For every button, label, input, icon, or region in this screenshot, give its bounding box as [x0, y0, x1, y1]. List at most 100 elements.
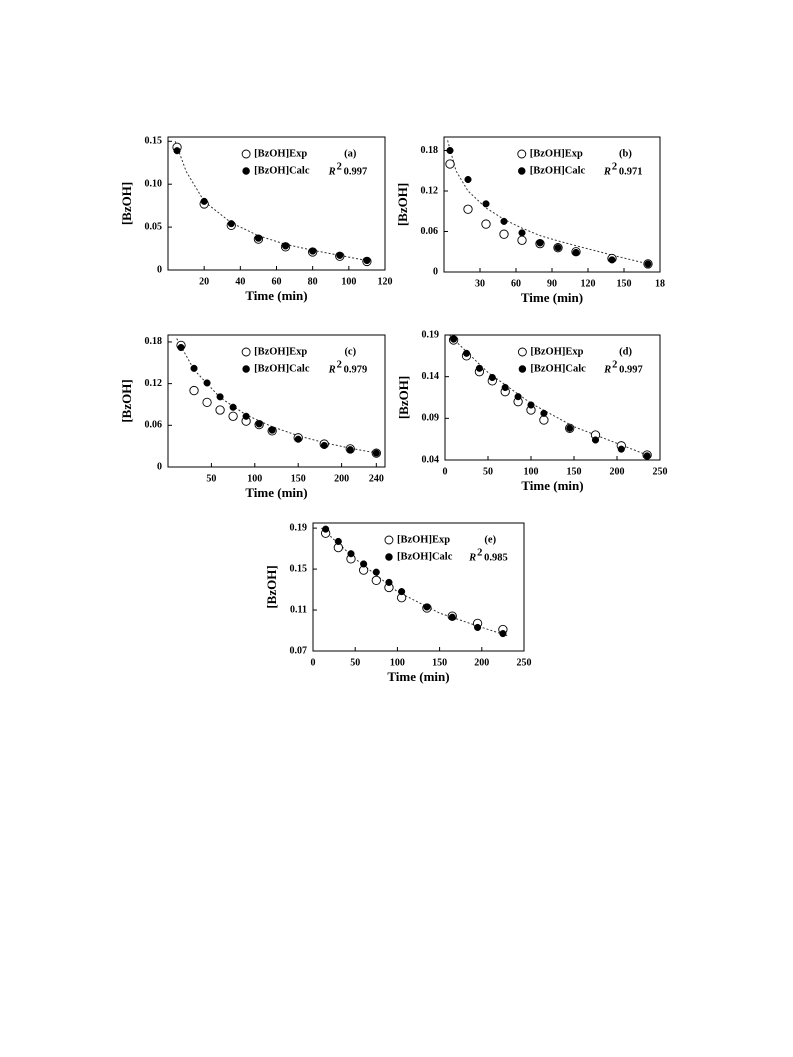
y-tick-label: 0.12: [145, 378, 163, 389]
y-axis-label: [BzOH]: [264, 565, 279, 608]
y-tick-label: 0.19: [422, 329, 440, 340]
data-point: [336, 251, 344, 259]
x-tick-label: 150: [291, 473, 306, 484]
x-tick-label: 100: [247, 473, 262, 484]
y-tick-label: 0.09: [422, 413, 440, 424]
data-point: [371, 575, 381, 585]
data-point: [173, 147, 181, 155]
data-point: [488, 373, 496, 382]
data-point: [320, 441, 328, 450]
x-tick-label: 200: [474, 657, 489, 668]
x-tick-label: 120: [581, 278, 596, 289]
data-point: [644, 260, 652, 268]
data-point: [189, 385, 199, 396]
legend-marker: [241, 149, 251, 159]
legend-label: [BzOH]Calc: [530, 165, 586, 176]
x-axis-label: Time (min): [245, 485, 307, 500]
data-point: [372, 449, 380, 457]
chart-panel: 0 0.05 0.10 0.15 20 40 60 80 100 120 Time (min) [Bz…: [119, 136, 393, 303]
chart-panel: 0 0.06 0.12 0.18 30 60 90 120 150 18 Time (min) [Bz…: [395, 136, 665, 305]
y-tick-label: 0.18: [145, 336, 163, 347]
y-tick-label: 0.15: [290, 563, 308, 574]
data-point: [363, 257, 371, 265]
legend-marker: [384, 535, 394, 545]
y-tick-label: 0.06: [421, 226, 439, 237]
y-axis-label: [BzOH]: [119, 182, 134, 225]
data-point: [448, 613, 456, 621]
data-point: [514, 393, 522, 401]
x-tick-label: 120: [378, 276, 393, 287]
y-tick-label: 0.10: [145, 178, 163, 189]
data-point: [518, 229, 526, 237]
y-tick-label: 0.15: [145, 136, 163, 147]
r2-value: 0.997: [619, 364, 643, 375]
panel-annotation: (a): [344, 148, 357, 159]
x-axis-label: Time (min): [521, 290, 583, 305]
r2-symbol: R: [328, 166, 336, 177]
x-tick-label: 18: [655, 278, 665, 289]
r2-exponent: 2: [612, 161, 617, 172]
r2-symbol: R: [328, 364, 336, 375]
data-point: [540, 409, 548, 417]
x-tick-label: 60: [272, 276, 282, 287]
x-tick-label: 50: [206, 473, 216, 484]
legend-label: [BzOH]Calc: [397, 551, 453, 562]
panel-annotation: (b): [619, 148, 632, 159]
y-tick-label: 0.19: [290, 522, 308, 533]
data-point: [294, 435, 302, 443]
data-point: [268, 426, 276, 434]
r2-exponent: 2: [477, 547, 482, 558]
data-point: [216, 393, 224, 401]
y-tick-label: 0.07: [290, 645, 308, 656]
x-tick-label: 60: [511, 278, 521, 289]
x-axis-label: Time (min): [521, 478, 583, 493]
chart-panel: 0.07 0.11 0.15 0.19 0 50 100 150 200 250 Time (min…: [264, 522, 532, 684]
data-point: [423, 603, 431, 611]
r2-value: 0.979: [344, 364, 368, 375]
y-tick-label: 0: [157, 264, 162, 275]
x-tick-label: 30: [475, 278, 485, 289]
y-axis-label: [BzOH]: [119, 379, 134, 422]
r2-symbol: R: [468, 552, 476, 563]
data-point: [527, 401, 535, 409]
r2-exponent: 2: [612, 359, 617, 370]
x-tick-label: 250: [653, 466, 668, 477]
legend-label: [BzOH]Exp: [530, 346, 583, 357]
data-point: [227, 220, 235, 228]
legend-marker: [518, 167, 526, 175]
data-point: [385, 578, 393, 586]
panel-annotation: (e): [484, 534, 496, 545]
data-point: [360, 560, 368, 568]
data-point: [229, 403, 237, 411]
data-point: [228, 411, 238, 421]
data-point: [254, 234, 262, 242]
data-point: [554, 244, 562, 252]
x-axis-label: Time (min): [245, 288, 307, 303]
data-point: [347, 550, 355, 558]
data-point: [499, 630, 507, 638]
y-tick-label: 0.05: [145, 221, 163, 232]
data-point: [177, 343, 185, 352]
plot-frame: [312, 522, 525, 652]
data-point: [517, 235, 527, 245]
legend-label: [BzOH]Exp: [397, 534, 450, 545]
data-point: [190, 364, 198, 372]
data-point: [322, 525, 330, 533]
r2-symbol: R: [603, 166, 611, 177]
data-point: [474, 623, 482, 631]
legend-label: [BzOH]Calc: [530, 363, 586, 374]
data-point: [281, 242, 290, 250]
data-point: [539, 415, 549, 425]
legend-marker: [242, 167, 250, 175]
panel-annotation: (d): [619, 346, 632, 357]
legend-marker: [241, 347, 251, 357]
legend-marker: [517, 149, 527, 159]
panel-annotation: (c): [344, 346, 356, 357]
data-point: [462, 349, 471, 357]
x-tick-label: 0: [443, 466, 448, 477]
x-tick-label: 250: [517, 657, 532, 668]
y-tick-label: 0: [433, 266, 438, 277]
data-point: [591, 436, 600, 444]
r2-value: 0.985: [484, 552, 508, 563]
data-point: [200, 197, 208, 205]
